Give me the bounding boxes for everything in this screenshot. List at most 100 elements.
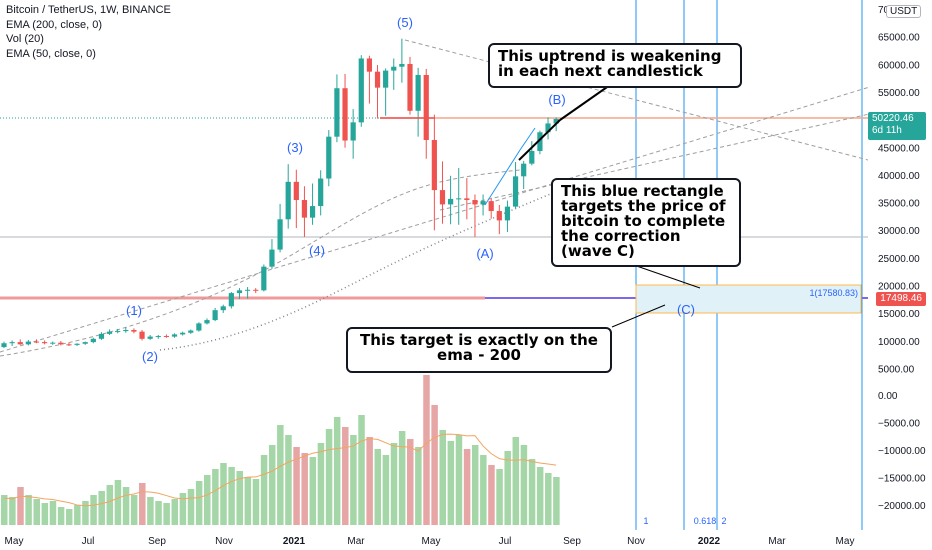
volume-bar <box>17 487 24 525</box>
time-tick-label: May <box>422 536 441 547</box>
symbol-title[interactable]: Bitcoin / TetherUS, 1W, BINANCE <box>6 4 171 16</box>
volume-bar <box>252 479 260 525</box>
candle-body <box>366 58 372 72</box>
volume-bar <box>536 467 544 525</box>
candle-body <box>545 123 551 133</box>
price-axis[interactable]: 70000.0065000.0060000.0055000.0050000.00… <box>868 0 932 530</box>
candle-body <box>488 201 494 212</box>
candle-body <box>309 206 316 218</box>
volume-bar <box>382 455 390 525</box>
candle-body <box>212 310 218 321</box>
price-tick-label: 30000.00 <box>878 226 920 237</box>
candle-body <box>326 136 332 179</box>
price-tick-label: 40000.00 <box>878 171 920 182</box>
volume-bar <box>342 427 349 525</box>
callout-uptrend-weakening: This uptrend is weakening in each next c… <box>488 43 742 88</box>
candle-body <box>74 343 80 345</box>
target-rectangle[interactable] <box>635 284 862 314</box>
candle-body <box>131 329 137 332</box>
volume-bar <box>260 455 268 525</box>
time-tick-label: Nov <box>215 536 233 547</box>
annotation-lines <box>380 84 701 328</box>
time-tick-label: Nov <box>627 536 645 547</box>
volume-bar <box>106 485 114 525</box>
candle-body <box>188 330 194 333</box>
candle-body <box>236 290 243 294</box>
time-tick-label: May <box>836 536 855 547</box>
candle-body <box>9 342 15 344</box>
candle-body <box>407 63 413 111</box>
volume-bar <box>455 435 463 525</box>
time-tick-label: Sep <box>148 536 166 547</box>
weakening-trendline <box>518 119 561 161</box>
time-axis[interactable]: May Jul Sep Nov 2021 Mar May Jul Sep Nov 2022 Mar Ma… <box>0 530 932 550</box>
volume-bar <box>179 493 187 525</box>
volume-bar <box>333 417 341 525</box>
volume-bar <box>285 435 292 525</box>
wave-label: (2) <box>142 349 158 364</box>
volume-bar <box>301 453 308 525</box>
candle-body <box>139 331 145 339</box>
candle-countdown: 6d 11h <box>872 125 902 136</box>
volume-bar <box>236 471 243 525</box>
candle-body <box>1 343 7 348</box>
axis-background <box>868 0 932 530</box>
volume-indicator-label[interactable]: Vol (20) <box>6 33 44 45</box>
callout-pointer-ema <box>611 304 666 328</box>
candle-body <box>358 58 364 123</box>
candle-body <box>245 289 251 291</box>
wave-dashed <box>439 99 932 211</box>
volume-bar <box>244 477 252 525</box>
volume-bar <box>553 477 560 525</box>
volume-bar <box>504 451 511 525</box>
volume-bar <box>366 437 373 525</box>
fib-time-label: 1 <box>643 516 648 526</box>
volume-bars <box>1 375 560 525</box>
candle-body <box>318 178 324 207</box>
candle-body <box>480 201 486 205</box>
volume-bar <box>49 501 57 525</box>
time-tick-label: Mar <box>768 536 786 547</box>
candle-body <box>277 219 283 250</box>
candle-body <box>537 132 543 151</box>
volume-bar <box>33 499 40 525</box>
candle-body <box>285 181 291 220</box>
volume-bar <box>325 429 333 525</box>
price-tick-label: 45000.00 <box>878 143 920 154</box>
volume-bar <box>130 495 138 525</box>
time-axis-background <box>0 530 932 550</box>
volume-bar <box>122 487 130 525</box>
candle-body <box>196 323 202 331</box>
candle-body <box>66 344 72 346</box>
volume-bar <box>277 425 284 525</box>
volume-bar <box>520 445 528 525</box>
volume-bar <box>65 509 73 525</box>
volume-bar <box>398 431 406 525</box>
volume-tick-label: −10000.00 <box>878 446 926 457</box>
candle-body <box>50 342 56 344</box>
target-fib-label: 1(17580.83) <box>809 288 858 298</box>
volume-bar <box>374 449 382 525</box>
ema200-indicator-label[interactable]: EMA (200, close, 0) <box>6 18 102 31</box>
candle-body <box>374 71 381 88</box>
volume-bar <box>407 439 414 525</box>
candle-body <box>504 206 511 221</box>
currency-badge[interactable]: USDT <box>886 5 922 18</box>
volume-bar <box>147 497 154 525</box>
time-tick-label: 2022 <box>698 536 721 547</box>
volume-bar <box>228 467 235 525</box>
fib-time-label: 2 <box>721 516 726 526</box>
candle-body <box>553 118 559 124</box>
ema50-indicator-label[interactable]: EMA (50, close, 0) <box>6 47 96 60</box>
price-tick-label: 10000.00 <box>878 337 920 348</box>
volume-bar <box>74 505 81 525</box>
candle-body <box>155 336 161 338</box>
wave-label: (A) <box>476 246 493 261</box>
volume-bar <box>317 443 325 525</box>
candle-body <box>439 190 446 205</box>
candle-body <box>448 198 454 205</box>
wave-labels: (1) (2) (3) (4) (5) (A) (B) (C) 1(17580.83) 1 0.61… <box>126 15 872 526</box>
candle-body <box>512 176 519 207</box>
price-tick-label: 60000.00 <box>878 60 920 71</box>
